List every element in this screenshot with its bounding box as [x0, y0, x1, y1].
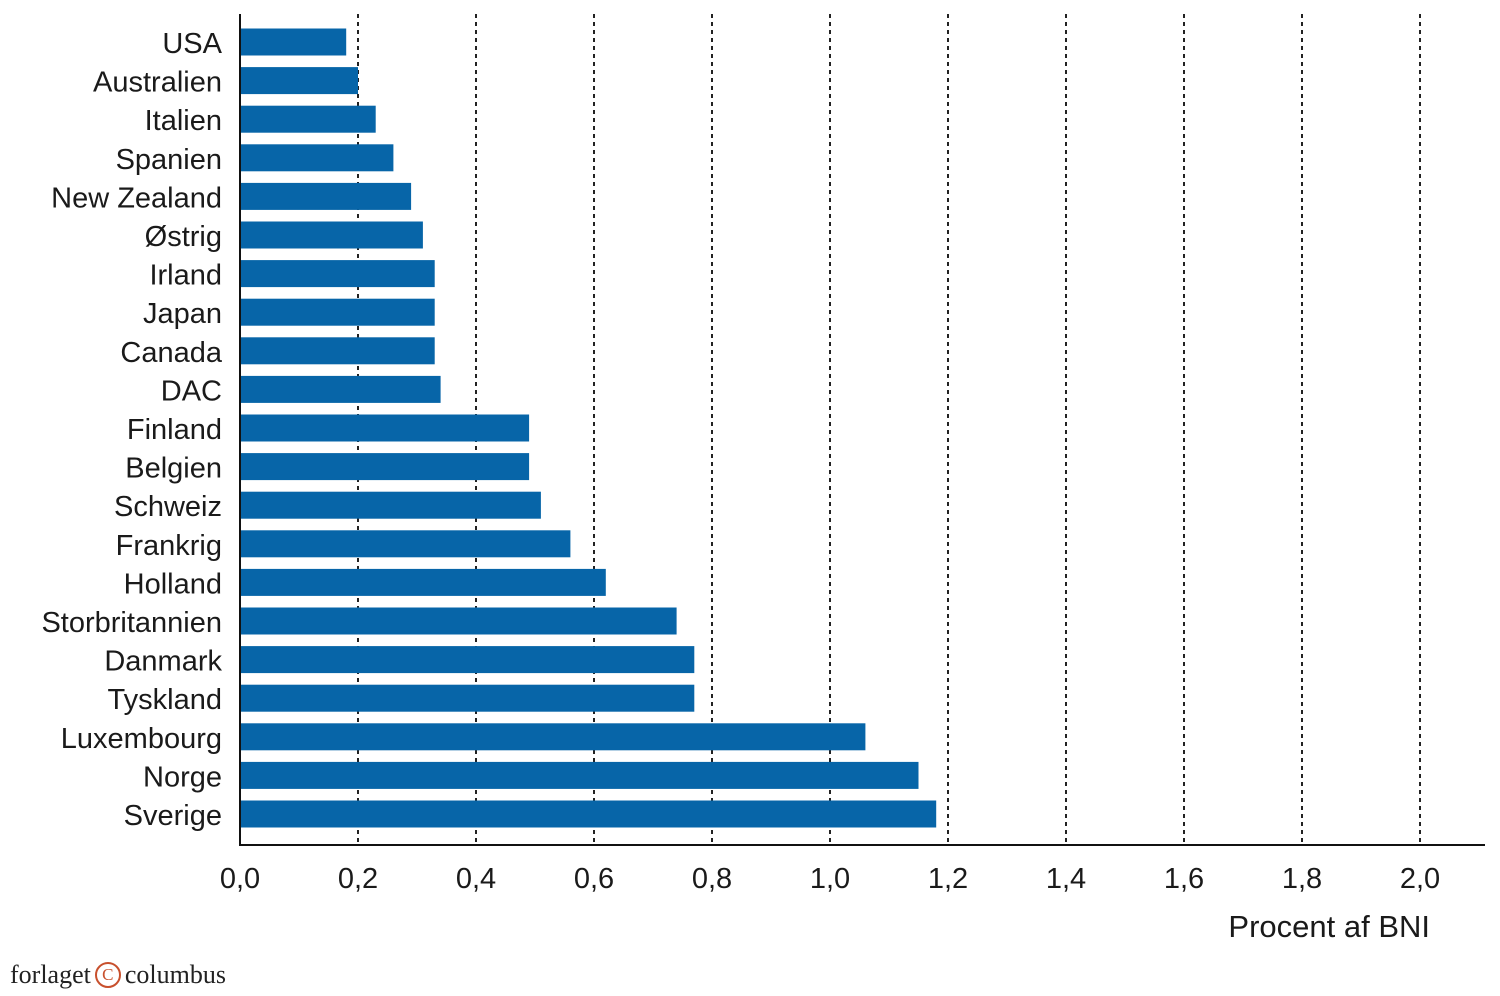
- category-label: Spanien: [116, 144, 222, 176]
- bar-canada: [240, 337, 435, 365]
- category-label: Danmark: [104, 646, 222, 678]
- publisher-name-left: forlaget: [10, 960, 91, 989]
- category-label: Norge: [143, 761, 222, 793]
- category-label: Østrig: [145, 221, 222, 253]
- bar-australien: [240, 67, 358, 95]
- x-axis-title: Procent af BNI: [1228, 909, 1430, 944]
- x-tick-label: 1,8: [1282, 863, 1322, 895]
- x-tick-label: 0,6: [574, 863, 614, 895]
- bar-storbritannien: [240, 607, 677, 635]
- bar-norge: [240, 761, 919, 789]
- category-label: Tyskland: [108, 684, 222, 716]
- category-label: DAC: [161, 375, 222, 407]
- x-tick-label: 1,6: [1164, 863, 1204, 895]
- x-tick-label: 2,0: [1400, 863, 1440, 895]
- x-tick-label: 1,0: [810, 863, 850, 895]
- category-label: Italien: [145, 105, 222, 137]
- bar-danmark: [240, 646, 695, 674]
- bar-spanien: [240, 144, 394, 172]
- category-label: Japan: [143, 298, 222, 330]
- category-label: Frankrig: [116, 530, 222, 562]
- bars: [240, 28, 937, 828]
- bar-schweiz: [240, 491, 541, 519]
- category-label: Belgien: [125, 453, 222, 485]
- bar-new-zealand: [240, 182, 412, 210]
- category-labels: USA Australien Italien Spanien New Zealand Øs…: [41, 28, 222, 832]
- bar-irland: [240, 260, 435, 288]
- x-tick-label: 1,2: [928, 863, 968, 895]
- category-label: Canada: [120, 337, 222, 369]
- category-label: Finland: [127, 414, 222, 446]
- bar-frankrig: [240, 530, 571, 558]
- x-tick-label: 0,2: [338, 863, 378, 895]
- x-tick-label: 0,0: [220, 863, 260, 895]
- category-label: New Zealand: [51, 182, 222, 214]
- x-tick-label: 0,8: [692, 863, 732, 895]
- x-tick-label: 1,4: [1046, 863, 1086, 895]
- bar-luxembourg: [240, 723, 866, 751]
- bar-italien: [240, 105, 376, 133]
- bar-tyskland: [240, 684, 695, 712]
- x-tick-labels: 0,0 0,2 0,4 0,6 0,8 1,0 1,2 1,4 1,6 1,8 2,0: [220, 863, 1440, 895]
- bar-usa: [240, 28, 347, 56]
- category-label: Australien: [93, 67, 222, 99]
- bar-dac: [240, 375, 441, 403]
- category-label: Schweiz: [114, 491, 222, 523]
- bar-belgien: [240, 453, 530, 481]
- category-label: USA: [162, 28, 222, 60]
- bar-finland: [240, 414, 530, 442]
- publisher-credit: forlaget C columbus: [10, 960, 226, 990]
- category-label: Sverige: [124, 800, 222, 832]
- axes: [239, 14, 1485, 846]
- x-tick-label: 0,4: [456, 863, 496, 895]
- bar-japan: [240, 298, 435, 326]
- category-label: Luxembourg: [61, 723, 222, 755]
- bar-østrig: [240, 221, 423, 249]
- publisher-logo-icon: C: [94, 962, 121, 988]
- category-label: Irland: [149, 260, 222, 292]
- bar-holland: [240, 568, 606, 596]
- category-label: Holland: [124, 568, 222, 600]
- bar-sverige: [240, 800, 937, 828]
- category-label: Storbritannien: [41, 607, 222, 639]
- publisher-name-right: columbus: [124, 960, 226, 989]
